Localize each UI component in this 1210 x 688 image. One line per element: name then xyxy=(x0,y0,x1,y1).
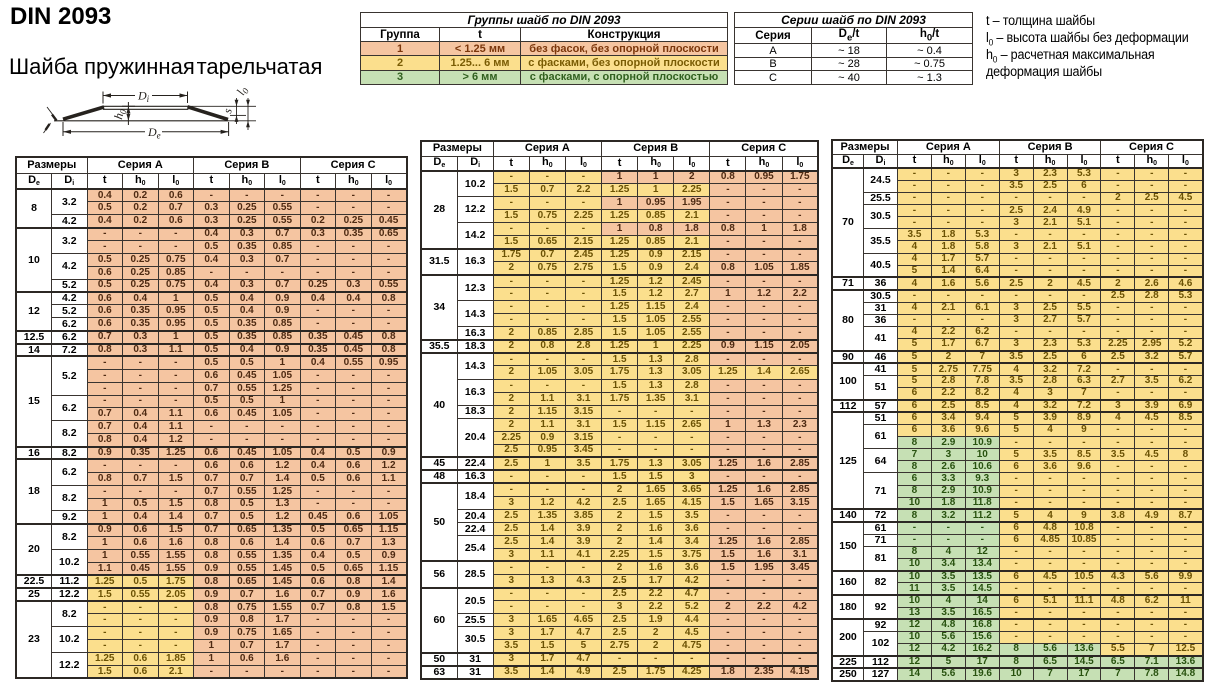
svg-text:Di: Di xyxy=(137,89,150,105)
svg-text:s: s xyxy=(220,107,235,115)
svg-text:De: De xyxy=(147,125,161,141)
svg-text:l0: l0 xyxy=(234,86,252,98)
